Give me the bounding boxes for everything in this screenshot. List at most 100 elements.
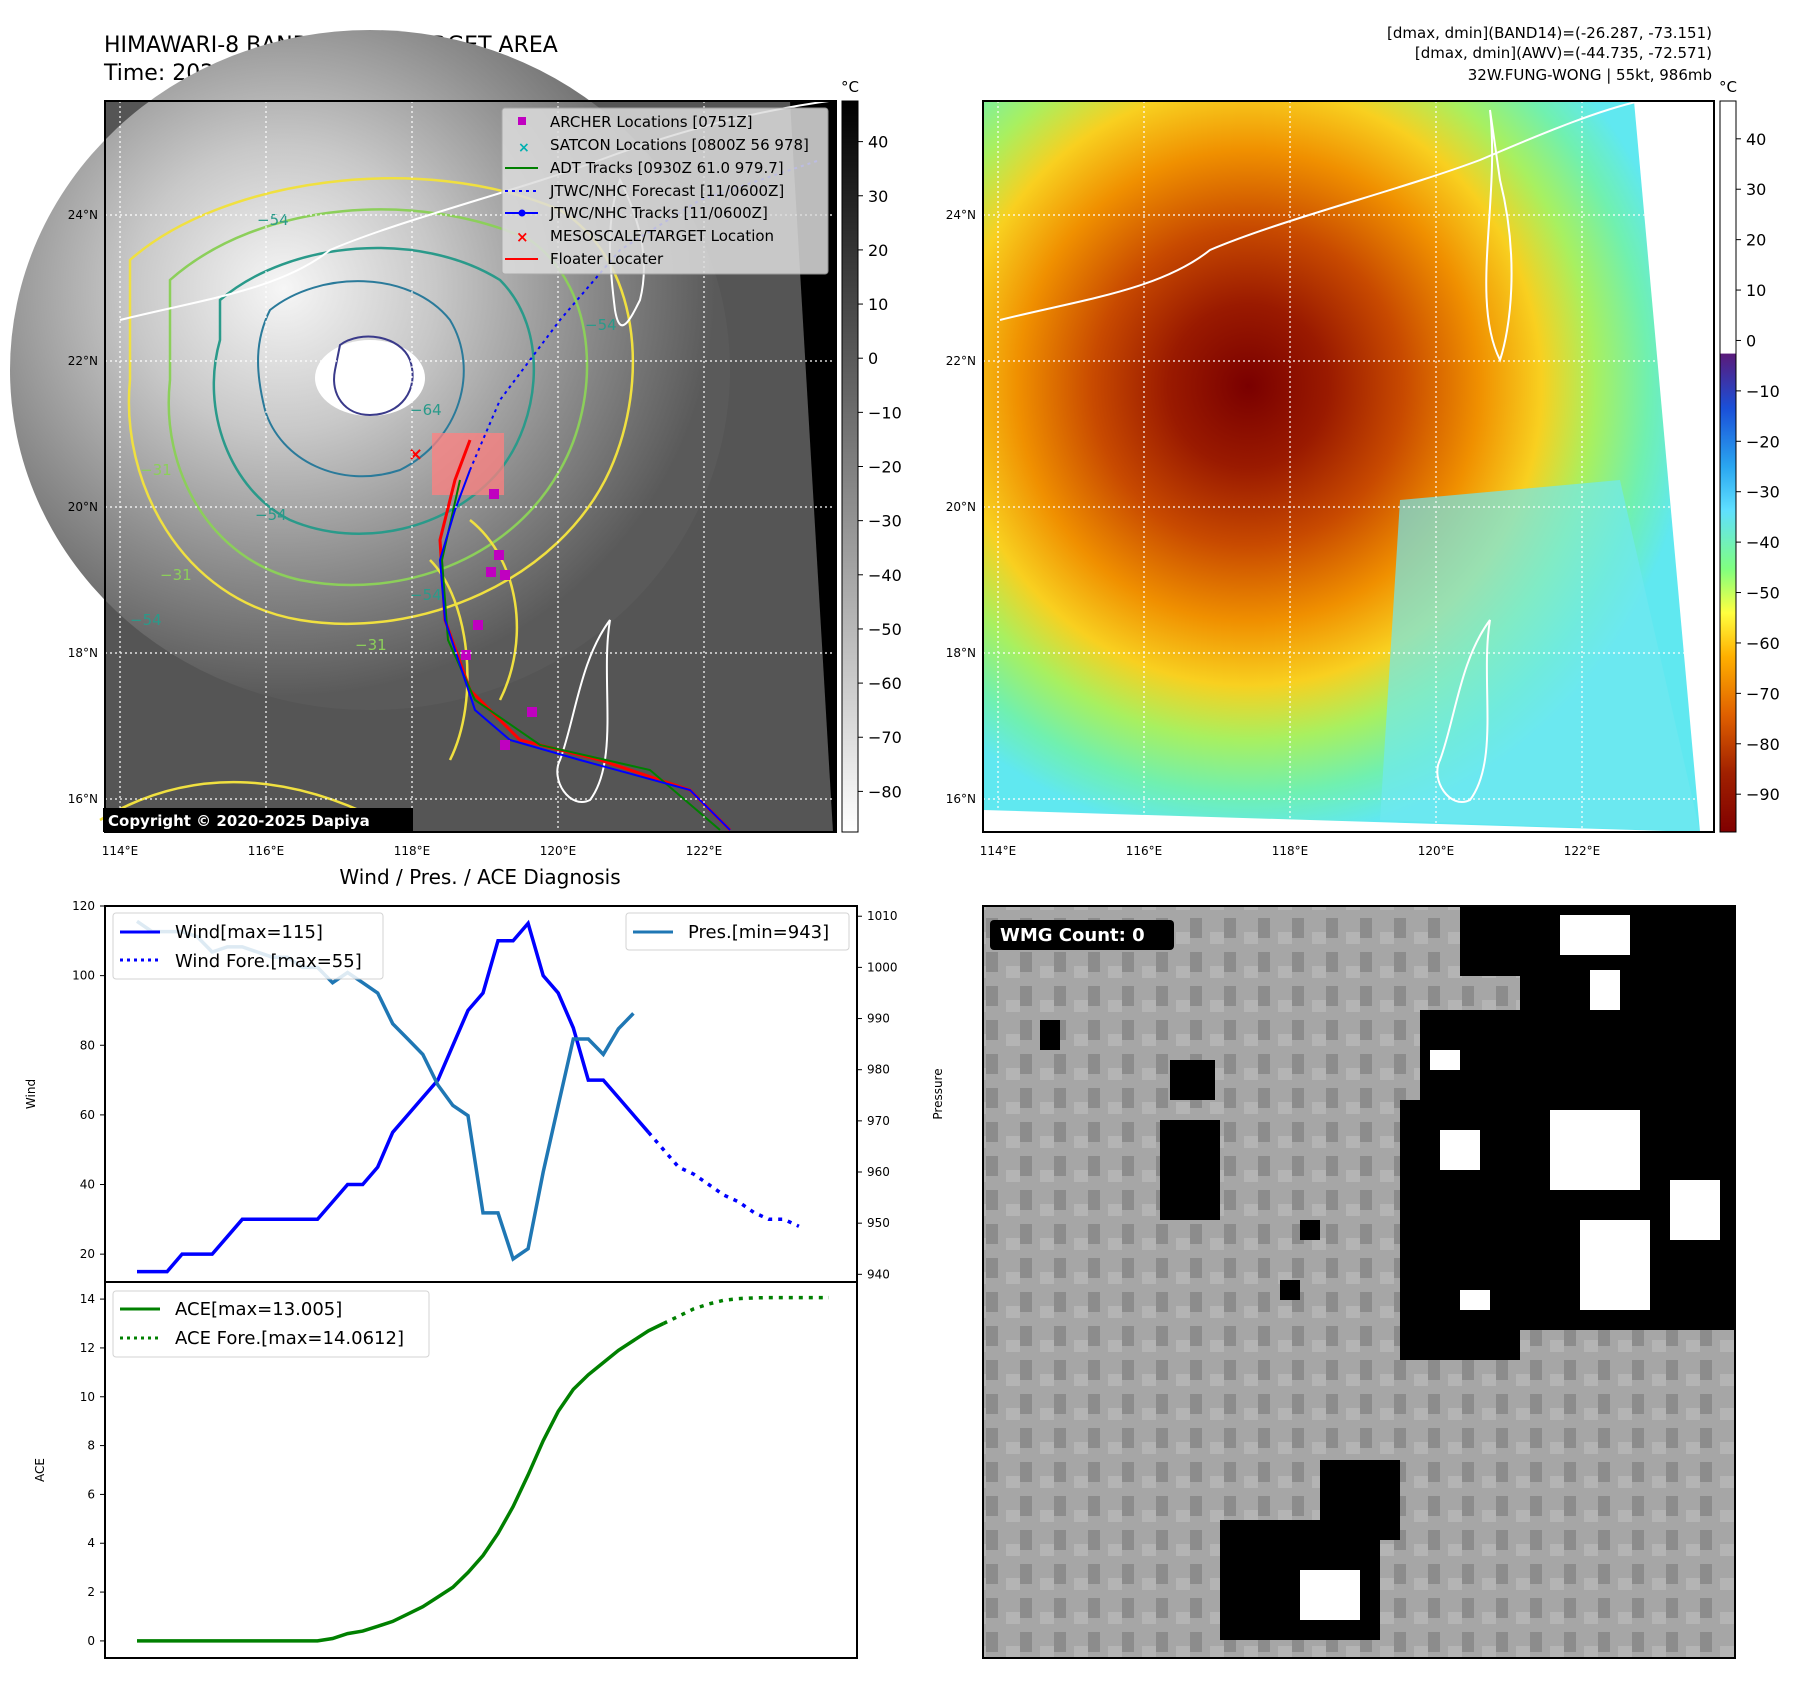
legend-adt: ADT Tracks [0930Z 61.0 979.7] [550, 159, 784, 177]
ace-series-line [137, 1321, 665, 1643]
awv-map-gridlines [983, 101, 1714, 832]
svg-text:−31: −31 [355, 636, 387, 654]
wind-tick: 60 [80, 1108, 95, 1122]
ace-axis-ticks: 0 2 4 6 8 10 12 14 [80, 1292, 105, 1648]
awv-colorbar-tick: 20 [1746, 231, 1766, 250]
archer-markers [461, 489, 537, 750]
mesoscale-target-marker: × [408, 444, 423, 465]
svg-text:116°E: 116°E [1126, 844, 1163, 858]
ir-colorbar-tick: −40 [868, 566, 902, 585]
pressure-tick: 950 [867, 1216, 890, 1230]
awv-colorbar-tick: 0 [1746, 331, 1756, 350]
legend-ace-forecast: ACE Fore.[max=14.0612] [175, 1328, 404, 1349]
svg-text:114°E: 114°E [102, 844, 139, 858]
awv-colorbar-unit: °C [1719, 78, 1737, 96]
ir-colorbar-tick: −60 [868, 674, 902, 693]
awv-colorbar-tick: 10 [1746, 281, 1766, 300]
ir-storm-eye-region [315, 340, 425, 416]
ir-colorbar-ticks: 40 30 20 10 0 −10 −20 −30 −40 −50 −60 −70 −80 [858, 133, 902, 801]
wind-tick: 100 [72, 969, 95, 983]
wmg-count: WMG Count: 0 [1000, 925, 1145, 946]
awv-colorbar-tick: 40 [1746, 130, 1766, 149]
svg-text:×: × [518, 140, 530, 156]
wind-axis-ticks: 20 40 60 80 100 120 [72, 899, 105, 1261]
ace-legend: ACE[max=13.005] ACE Fore.[max=14.0612] [112, 1290, 430, 1358]
ace-axis-label: ACE [33, 1458, 47, 1482]
svg-text:−54: −54 [585, 316, 617, 334]
legend-satcon: SATCON Locations [0800Z 56 978] [550, 136, 809, 154]
awv-dry-region [1380, 480, 1700, 832]
wmg-count-badge [990, 920, 1174, 950]
pressure-legend: Pres.[min=943] [625, 912, 850, 951]
wind-tick: 80 [80, 1038, 95, 1052]
contour-inner [333, 335, 414, 417]
wind-tick: 120 [72, 899, 95, 913]
jtwc-forecast-track [469, 159, 821, 471]
svg-text:122°E: 122°E [686, 844, 723, 858]
awv-colorbar-tick: −50 [1746, 584, 1780, 603]
svg-text:16°N: 16°N [946, 792, 976, 806]
ace-tick: 14 [80, 1292, 95, 1306]
stats-awv: [dmax, dmin](AWV)=(-44.735, -72.571) [1415, 44, 1712, 62]
svg-text:118°E: 118°E [1272, 844, 1309, 858]
svg-text:−54: −54 [130, 611, 162, 629]
ir-colorbar-tick: 30 [868, 187, 888, 206]
ace-tick: 8 [87, 1439, 95, 1453]
ir-colorbar [841, 100, 859, 833]
pressure-axis-label: Pressure [931, 1068, 945, 1119]
pressure-tick: 970 [867, 1114, 890, 1128]
wind-tick: 40 [80, 1178, 95, 1192]
wind-axis-label: Wind [24, 1079, 38, 1109]
wind-tick: 20 [80, 1247, 95, 1261]
ir-colorbar-tick: −10 [868, 403, 902, 422]
ace-tick: 10 [80, 1390, 95, 1404]
legend-ace: ACE[max=13.005] [175, 1299, 342, 1320]
ir-colorbar-tick: 0 [868, 349, 878, 368]
svg-text:−54: −54 [410, 586, 442, 604]
wind-series-line [137, 919, 650, 1274]
contour-green [167, 208, 589, 587]
ace-tick: 6 [87, 1487, 95, 1501]
ir-colorbar-tick: 10 [868, 295, 888, 314]
legend-pressure: Pres.[min=943] [688, 922, 829, 943]
svg-text:24°N: 24°N [946, 208, 976, 222]
ace-forecast-series-line [662, 1295, 829, 1326]
contour-yellow [127, 177, 635, 625]
ace-tick: 0 [87, 1634, 95, 1648]
ir-colorbar-tick: −20 [868, 458, 902, 477]
pressure-tick: 1010 [867, 909, 898, 923]
ir-colorbar-tick: −30 [868, 512, 902, 531]
svg-text:−64: −64 [410, 401, 442, 419]
svg-text:22°N: 22°N [946, 354, 976, 368]
legend-mesoscale: MESOSCALE/TARGET Location [550, 227, 774, 245]
wmg-panel: WMG Count: 0 [982, 905, 1736, 1659]
awv-coastline-luzon [1436, 619, 1491, 803]
ir-colorbar-tick: −70 [868, 728, 902, 747]
pressure-tick: 940 [867, 1267, 890, 1281]
ir-map-legend [501, 107, 829, 275]
contour-labels: −54 −54 −54 −64 −31 −31 −54 −54 −31 [130, 211, 617, 654]
svg-text:122°E: 122°E [1564, 844, 1601, 858]
awv-colorbar-tick: −70 [1746, 684, 1780, 703]
awv-colorbar-tick: 30 [1746, 180, 1766, 199]
adt-track [440, 479, 721, 831]
awv-colorbar-tick: −40 [1746, 533, 1780, 552]
copyright-text: Copyright © 2020-2025 Dapiya [108, 812, 370, 830]
svg-text:×: × [516, 228, 529, 246]
svg-text:18°N: 18°N [946, 646, 976, 660]
svg-text:120°E: 120°E [540, 844, 577, 858]
wmg-white-cells [1300, 915, 1720, 1620]
wind-forecast-series-line [647, 1131, 800, 1228]
svg-text:22°N: 22°N [68, 354, 98, 368]
pressure-tick: 960 [867, 1165, 890, 1179]
svg-text:−54: −54 [255, 506, 287, 524]
legend-archer: ARCHER Locations [0751Z] [550, 113, 753, 131]
awv-colorbar-ticks: 40 30 20 10 0 −10 −20 −30 −40 −50 −60 −70 −80 −90 [1736, 130, 1780, 804]
awv-colorbar-tick: −20 [1746, 432, 1780, 451]
svg-text:24°N: 24°N [68, 208, 98, 222]
svg-text:118°E: 118°E [394, 844, 431, 858]
legend-jtwc-forecast: JTWC/NHC Forecast [11/0600Z] [549, 182, 784, 200]
storm-info: 32W.FUNG-WONG | 55kt, 986mb [1468, 66, 1712, 84]
svg-text:−31: −31 [140, 461, 172, 479]
